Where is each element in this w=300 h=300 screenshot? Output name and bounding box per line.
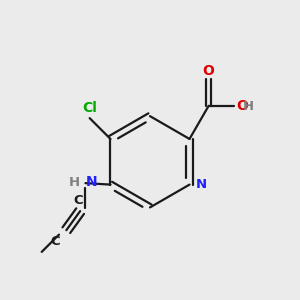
Text: C: C	[74, 194, 83, 207]
Text: H: H	[243, 100, 254, 113]
Text: N: N	[85, 175, 97, 189]
Text: H: H	[68, 176, 80, 189]
Text: N: N	[196, 178, 207, 191]
Text: O: O	[237, 99, 248, 113]
Text: O: O	[203, 64, 214, 77]
Text: C: C	[50, 235, 60, 248]
Text: Cl: Cl	[82, 100, 97, 115]
